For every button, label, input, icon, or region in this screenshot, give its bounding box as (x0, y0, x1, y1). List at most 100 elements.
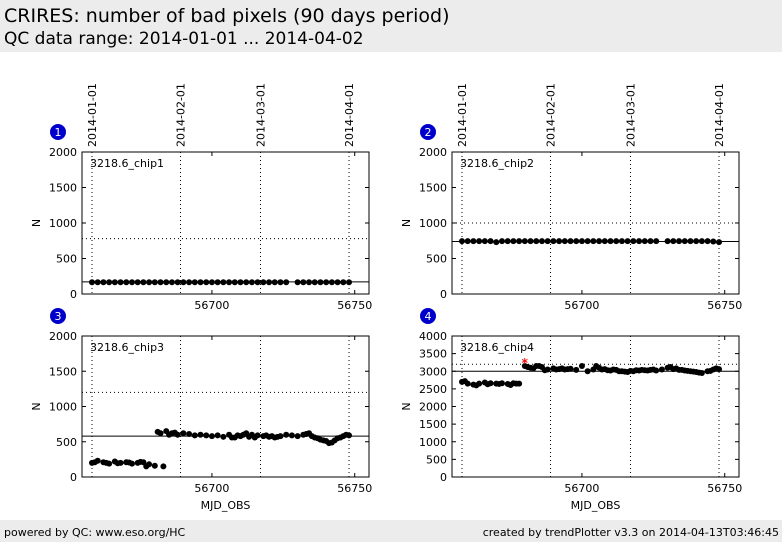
panel3-point-23 (220, 433, 227, 440)
panel3-extra-point-4 (137, 458, 144, 465)
panel1-point-31 (266, 279, 273, 286)
page-header: CRIRES: number of bad pixels (90 days pe… (0, 0, 782, 52)
panel1-series-label: 3218.6_chip1 (90, 157, 164, 170)
panel4-extra-point-4 (507, 381, 514, 388)
chart-grid: 2014-01-01 2014-02-01 2014-03-01 2014-04-01… (30, 83, 742, 512)
panel1-point-15 (174, 279, 181, 286)
panel1-xtick-label-1: 56750 (337, 299, 372, 312)
footer-credit: powered by QC: www.eso.org/HC (4, 526, 186, 539)
panel2-point-28 (618, 238, 625, 245)
panel3-extra-point-0 (91, 459, 98, 466)
panel2-point-3 (476, 238, 483, 245)
panel1-point-12 (157, 279, 164, 286)
panel1-point-10 (146, 279, 153, 286)
panel3-point-20 (203, 432, 210, 439)
panel2-point-10 (516, 238, 523, 245)
panel3-plot-frame (81, 335, 370, 478)
panel1-date-label-2: 2014-03-01 (254, 83, 267, 147)
panel4-ytick-label-1: 500 (426, 453, 447, 466)
panel3-ytick-label-3: 1500 (49, 365, 77, 378)
panel3-badge (50, 308, 66, 324)
panel1-point-17 (186, 279, 193, 286)
panel3-extra-point-16 (268, 433, 275, 440)
panel3-xlabel: MJD_OBS (201, 499, 251, 512)
panel4-extra-point-3 (496, 380, 503, 387)
panel3-extra-point-18 (303, 430, 310, 437)
panel2-ytick-label-0: 0 (440, 288, 447, 301)
panel2-point-14 (538, 238, 545, 245)
panel3-extra-point-9 (171, 429, 178, 436)
panel4-extra-point-21 (638, 366, 645, 373)
panel1-point-42 (334, 279, 341, 286)
panel4-extra-point-15 (604, 367, 611, 374)
panel4-extra-point-31 (713, 365, 720, 372)
panel3-extra-point-2 (114, 460, 121, 467)
panel3-series-label: 3218.6_chip3 (90, 341, 164, 354)
panel1-point-8 (134, 279, 141, 286)
panel2-point-15 (544, 238, 551, 245)
panel2-point-32 (641, 238, 648, 245)
panel1-ytick-label-3: 1500 (49, 182, 77, 195)
panel3-xtick-label-0: 56700 (194, 482, 229, 495)
panel2-point-21 (578, 238, 585, 245)
panel4-extra-point-11 (558, 365, 565, 372)
panel2-point-35 (664, 238, 671, 245)
panel2-point-33 (647, 238, 654, 245)
panel4-extra-point-19 (627, 367, 634, 374)
panel3-extra-point-3 (126, 459, 133, 466)
panel3-extra-point-7 (160, 463, 167, 470)
panel4-point-20 (573, 366, 580, 373)
panel4-ytick-label-6: 3000 (419, 365, 447, 378)
panel1-point-19 (197, 279, 204, 286)
panel4-point-22 (584, 368, 591, 375)
panel2-point-4 (481, 238, 488, 245)
panel1-point-2 (100, 279, 107, 286)
panel1-ytick-label-0: 0 (70, 288, 77, 301)
panel4-extra-point-9 (541, 367, 548, 374)
panel1-point-11 (151, 279, 158, 286)
panel4-extra-point-10 (553, 366, 560, 373)
panel2-point-20 (573, 238, 580, 245)
panel3-extra-point-21 (320, 437, 327, 444)
panel1-point-33 (277, 279, 284, 286)
panel1-point-44 (346, 279, 353, 286)
panel4-extra-point-20 (633, 367, 640, 374)
panel2-date-label-1: 2014-02-01 (545, 83, 558, 147)
panel3-ytick-label-2: 1000 (49, 401, 77, 414)
panel4-ytick-label-0: 0 (440, 471, 447, 484)
panel1-point-14 (168, 279, 175, 286)
panel2-point-19 (567, 238, 574, 245)
panel3-extra-point-20 (314, 435, 321, 442)
panel2-point-1 (464, 238, 471, 245)
panel1-point-37 (306, 279, 313, 286)
panel2-point-27 (613, 238, 620, 245)
panel3-ytick-label-4: 2000 (49, 330, 77, 343)
panel4-ytick-label-7: 3500 (419, 348, 447, 361)
panel1-point-1 (94, 279, 101, 286)
panel4-ytick-label-8: 4000 (419, 330, 447, 343)
panel4-extra-point-23 (650, 366, 657, 373)
panel2-point-42 (704, 238, 711, 245)
panel3-ytick-label-0: 0 (70, 471, 77, 484)
panel2-point-44 (716, 239, 723, 246)
panel4-extra-point-16 (610, 366, 617, 373)
panel1-point-0 (88, 279, 95, 286)
panel4-xtick-label-1: 56750 (707, 482, 742, 495)
panel1-point-16 (180, 279, 187, 286)
panel1-point-32 (271, 279, 278, 286)
panel1-point-35 (294, 279, 301, 286)
panel1-point-7 (128, 279, 135, 286)
panel2-point-12 (527, 238, 534, 245)
panel4-extra-point-24 (667, 364, 674, 371)
panel2-point-30 (630, 238, 637, 245)
panel4-extra-point-14 (598, 366, 605, 373)
panel2-point-25 (601, 238, 608, 245)
panel2-point-7 (498, 238, 505, 245)
panel4-extra-point-30 (707, 367, 714, 374)
panel4-xlabel: MJD_OBS (571, 499, 621, 512)
panel4-extra-point-2 (484, 381, 491, 388)
panel2-date-label-3: 2014-04-01 (713, 83, 726, 147)
panel3-xtick-label-1: 56750 (337, 482, 372, 495)
panel4-extra-point-8 (536, 362, 543, 369)
panel3-point-11 (151, 462, 158, 469)
